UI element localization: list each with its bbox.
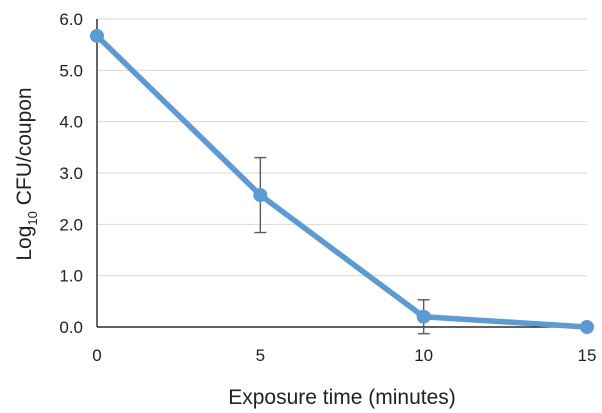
x-tick-label: 15 (578, 346, 597, 365)
data-point (580, 320, 594, 334)
data-point (90, 28, 104, 43)
y-axis-title-subscript: 10 (25, 211, 40, 225)
y-axis-title: Log10 CFU/coupon (13, 87, 40, 260)
x-axis-title: Exposure time (minutes) (228, 386, 456, 409)
gridlines (97, 18, 587, 277)
y-axis-title-suffix: CFU/coupon (13, 87, 36, 211)
x-tick-labels: 0 5 10 15 (92, 346, 596, 365)
series (90, 28, 594, 334)
y-tick-label: 0.0 (59, 318, 83, 337)
error-bars (254, 156, 430, 335)
data-point (253, 188, 268, 203)
x-tick-label: 10 (414, 346, 433, 365)
x-tick-label: 0 (92, 346, 101, 365)
y-tick-label: 6.0 (59, 10, 83, 29)
y-tick-labels: 0.0 1.0 2.0 3.0 4.0 5.0 6.0 (59, 10, 83, 337)
y-tick-label: 1.0 (59, 267, 83, 286)
y-axis-title-prefix: Log (13, 226, 36, 261)
series-line (94, 33, 590, 330)
y-tick-label: 3.0 (59, 164, 83, 183)
axes (96, 19, 587, 328)
y-tick-label: 5.0 (59, 61, 83, 80)
y-tick-label: 2.0 (59, 215, 83, 234)
x-tick-label: 5 (256, 346, 265, 365)
data-point (416, 309, 431, 324)
y-tick-label: 4.0 (59, 113, 83, 132)
